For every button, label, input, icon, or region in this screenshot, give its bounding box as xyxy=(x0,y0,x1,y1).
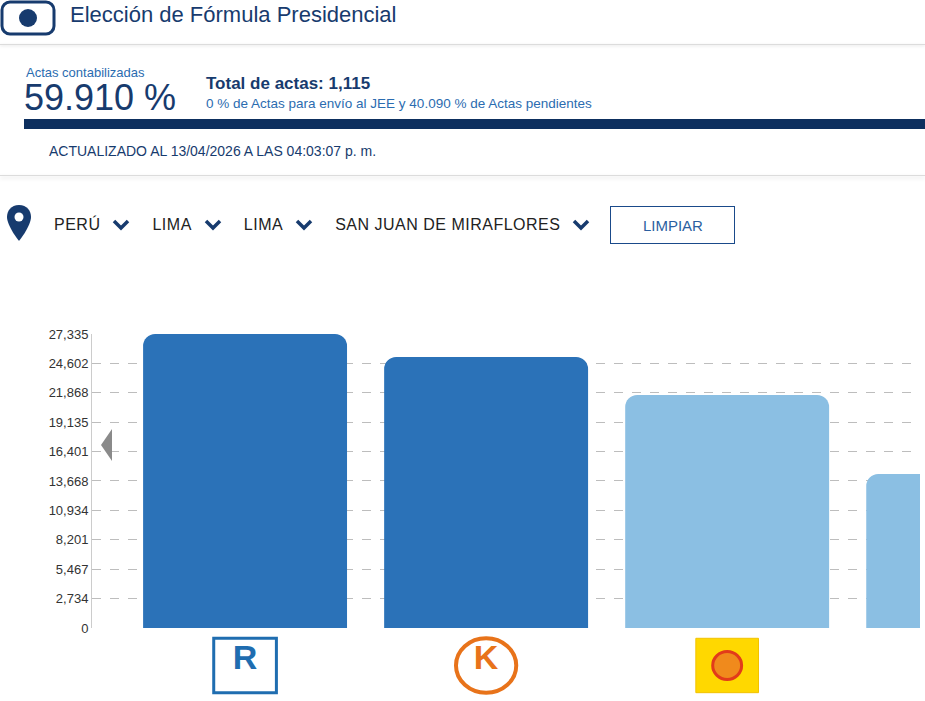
svg-text:R: R xyxy=(233,638,258,676)
html-text:LIMA: LIMA xyxy=(152,216,192,233)
html-text:Total de actas: 1,115: Total de actas: 1,115 xyxy=(206,74,371,93)
svg-text:19,135: 19,135 xyxy=(49,415,89,430)
svg-text:24,602: 24,602 xyxy=(49,356,89,371)
svg-text:2,734: 2,734 xyxy=(56,591,89,606)
html-text:0 % de Actas para envío al JEE: 0 % de Actas para envío al JEE y 40.090 … xyxy=(206,96,592,111)
html-text:LIMA: LIMA xyxy=(243,216,284,233)
svg-text:5,467: 5,467 xyxy=(56,562,89,577)
html-text:LIMPIAR: LIMPIAR xyxy=(642,216,703,234)
svg-text:10,934: 10,934 xyxy=(49,503,89,518)
svg-text:16,401: 16,401 xyxy=(49,444,89,459)
svg-text:27,335: 27,335 xyxy=(49,327,89,342)
svg-text:8,201: 8,201 xyxy=(56,532,89,547)
html-text:ACTUALIZADO AL 13/04/2026 A LA: ACTUALIZADO AL 13/04/2026 A LAS 04:03:07… xyxy=(49,143,377,159)
html-text:PERÚ: PERÚ xyxy=(54,216,101,233)
svg-text:13,668: 13,668 xyxy=(49,474,89,489)
svg-text:0: 0 xyxy=(81,621,88,636)
html-text:SAN JUAN DE MIRAFLORES: SAN JUAN DE MIRAFLORES xyxy=(335,216,561,233)
html-text:59.910 %: 59.910 % xyxy=(24,77,177,118)
html-text:Actas contabilizadas: Actas contabilizadas xyxy=(26,65,145,80)
html-text:Elección de Fórmula Presidenci: Elección de Fórmula Presidencial xyxy=(70,2,397,27)
svg-text:21,868: 21,868 xyxy=(49,385,89,400)
svg-text:K: K xyxy=(474,638,499,676)
